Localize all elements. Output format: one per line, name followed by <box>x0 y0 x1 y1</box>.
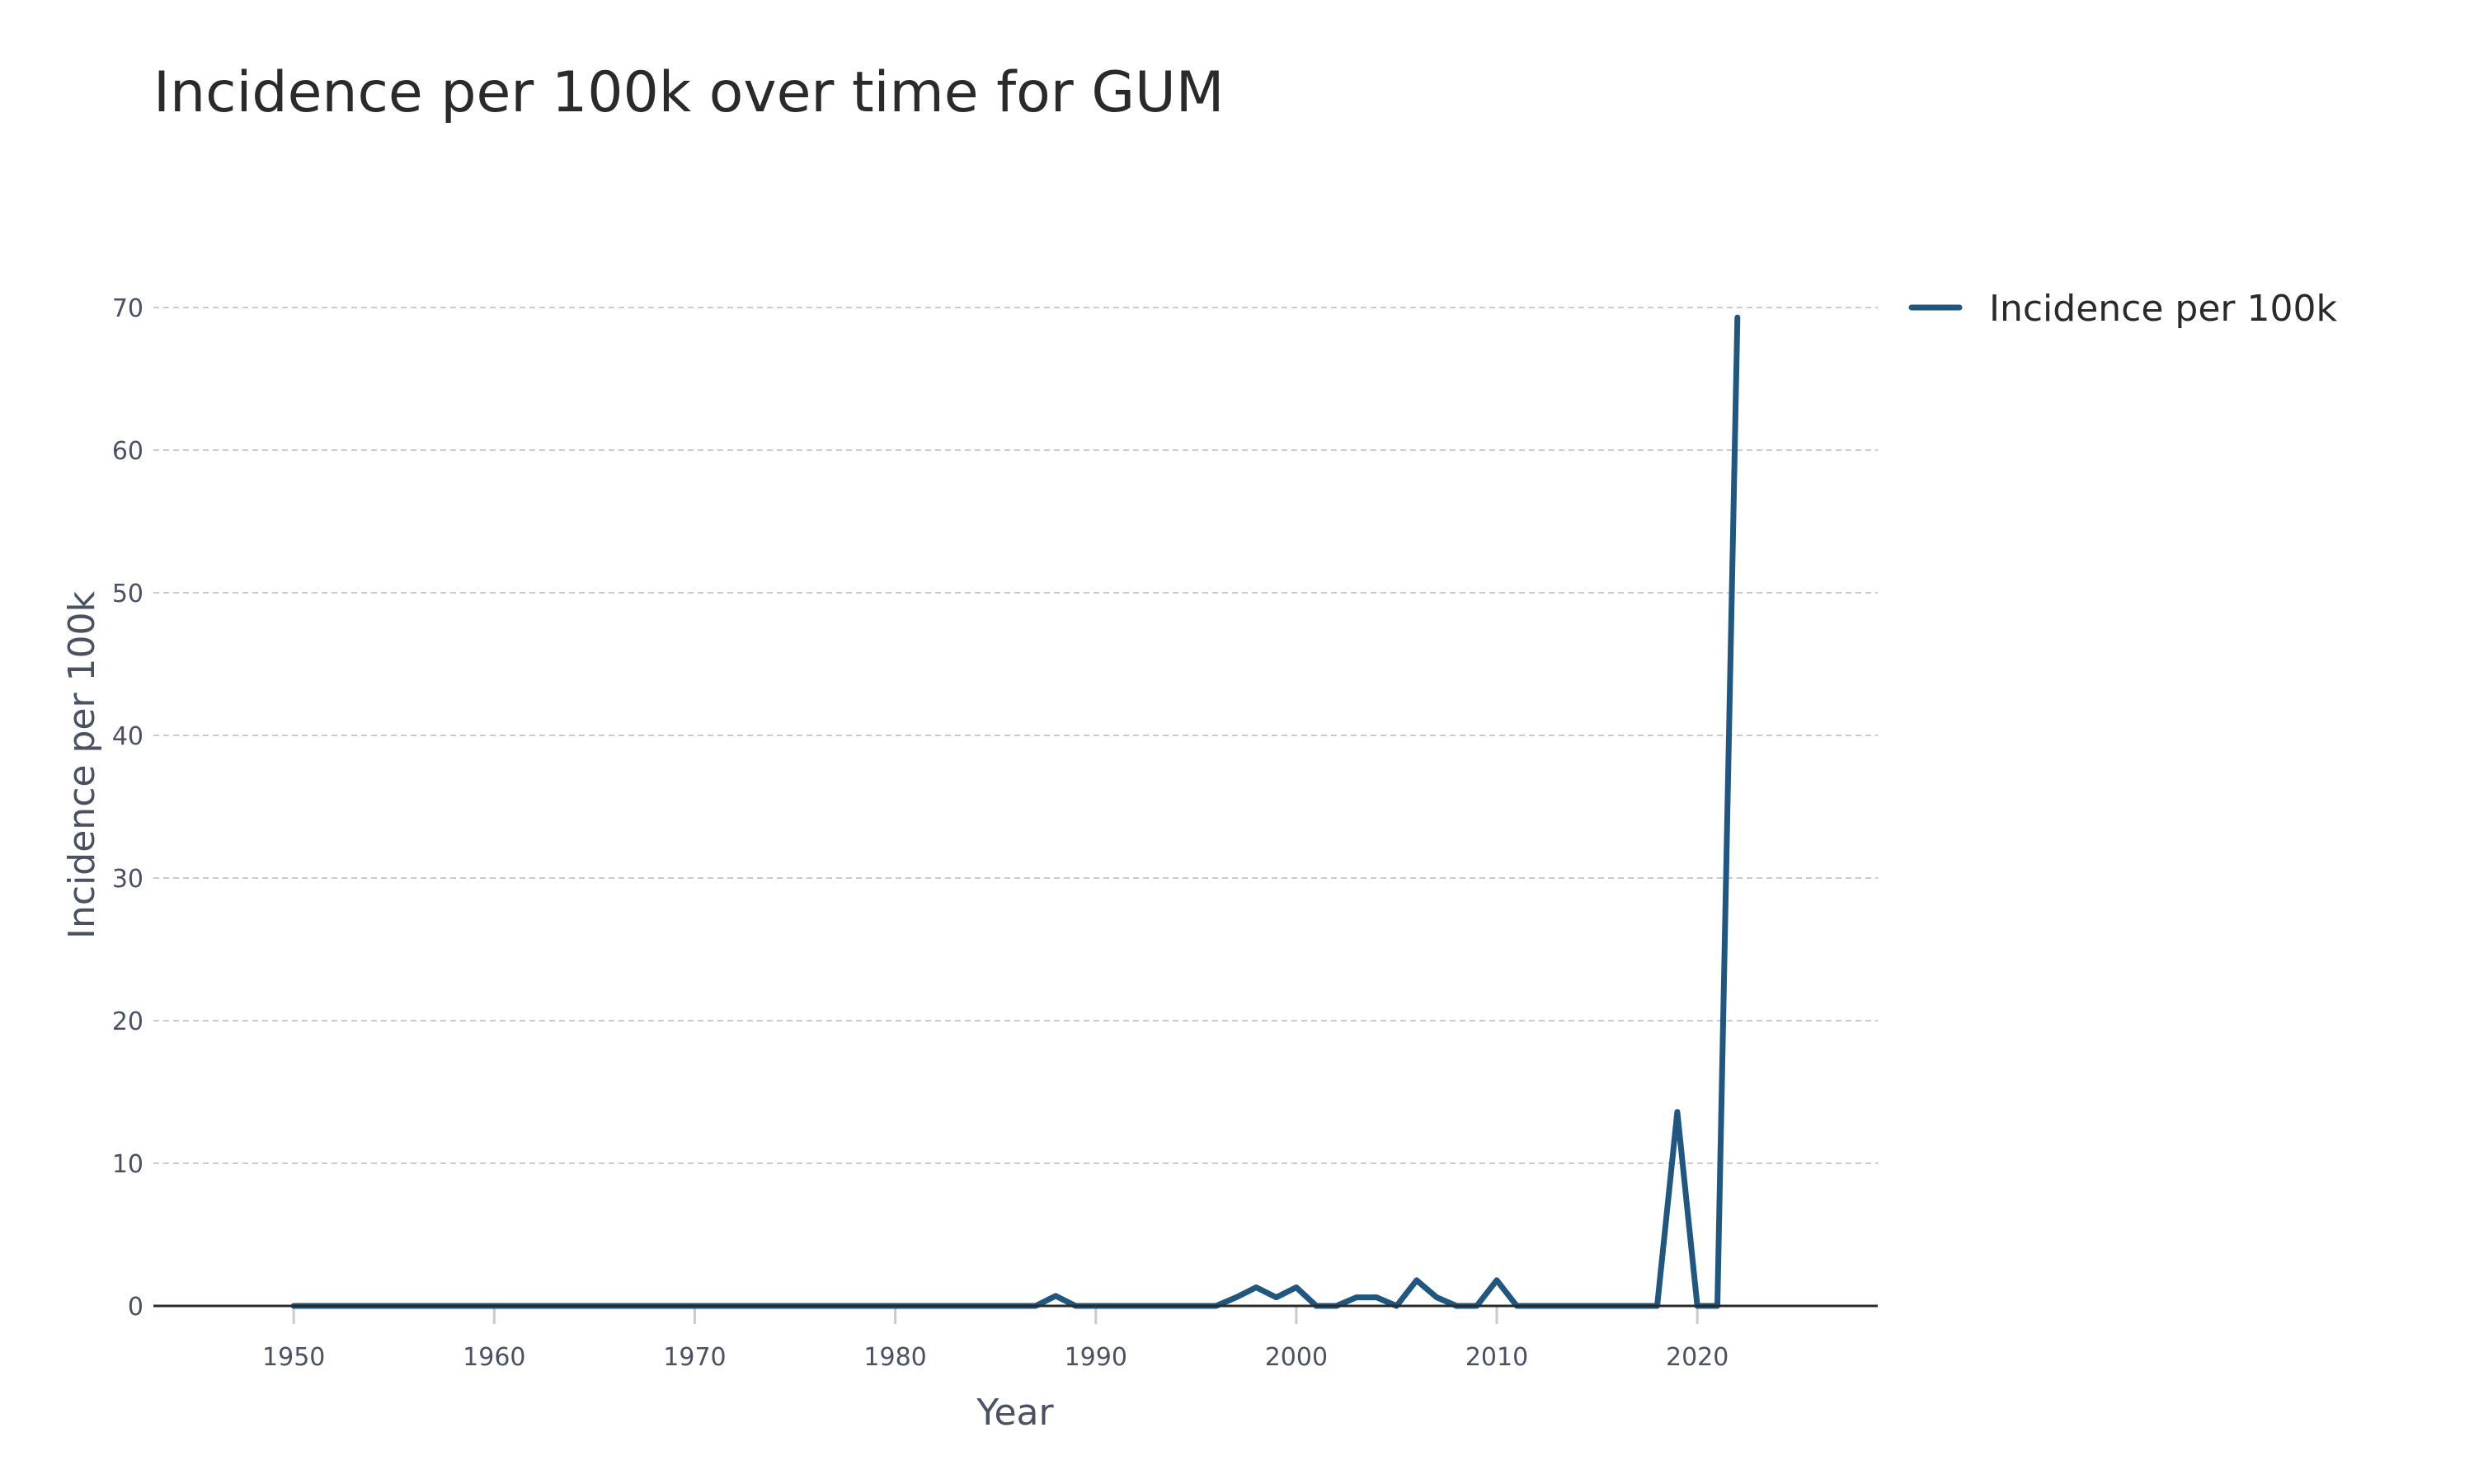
x-tick-label: 2020 <box>1666 1343 1729 1372</box>
y-axis-ticks: 0 10 20 30 40 50 60 70 <box>112 294 143 1322</box>
gridlines <box>153 307 1878 1164</box>
y-tick-label: 10 <box>112 1150 143 1179</box>
y-tick-label: 70 <box>112 294 143 323</box>
x-tick-label: 1990 <box>1065 1343 1127 1372</box>
y-tick-label: 0 <box>128 1293 143 1322</box>
x-tick-label: 1960 <box>463 1343 525 1372</box>
y-axis-title: Incidence per 100k <box>61 591 103 939</box>
x-tick-label: 2000 <box>1265 1343 1328 1372</box>
y-tick-label: 40 <box>112 722 143 751</box>
y-tick-label: 20 <box>112 1007 143 1036</box>
x-tick-label: 1970 <box>663 1343 726 1372</box>
y-tick-label: 60 <box>112 437 143 466</box>
y-tick-label: 30 <box>112 865 143 894</box>
legend-label: Incidence per 100k <box>1989 288 2337 330</box>
x-tick-label: 1980 <box>863 1343 926 1372</box>
legend[interactable]: Incidence per 100k <box>1908 288 2337 330</box>
chart-title: Incidence per 100k over time for GUM <box>153 60 1224 125</box>
x-axis-ticks: 1950 1960 1970 1980 1990 2000 2010 2020 <box>262 1306 1729 1372</box>
series-layer <box>290 314 1741 1309</box>
series-line-0[interactable] <box>290 314 1741 1309</box>
y-tick-label: 50 <box>112 580 143 608</box>
x-axis-title: Year <box>976 1392 1054 1434</box>
x-tick-label: 2010 <box>1465 1343 1528 1372</box>
x-tick-label: 1950 <box>262 1343 325 1372</box>
